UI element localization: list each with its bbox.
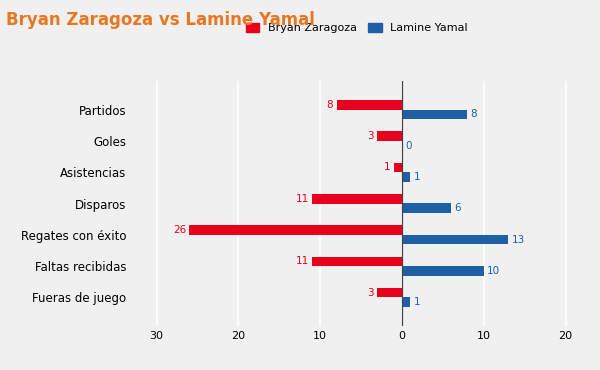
Bar — [402, 204, 451, 213]
Text: 11: 11 — [295, 256, 309, 266]
Text: 11: 11 — [295, 194, 309, 204]
Text: 0: 0 — [405, 141, 412, 151]
Text: Bryan Zaragoza vs Lamine Yamal: Bryan Zaragoza vs Lamine Yamal — [6, 11, 315, 29]
Text: 10: 10 — [487, 266, 500, 276]
Text: 6: 6 — [454, 203, 461, 213]
Bar — [189, 225, 402, 235]
Text: 26: 26 — [173, 225, 186, 235]
Bar — [312, 194, 402, 204]
Text: 1: 1 — [413, 172, 420, 182]
Bar — [402, 235, 508, 244]
Text: 1: 1 — [413, 297, 420, 307]
Text: 3: 3 — [368, 131, 374, 141]
Bar — [394, 163, 402, 172]
Text: 13: 13 — [512, 235, 525, 245]
Bar — [377, 131, 402, 141]
Text: 3: 3 — [368, 288, 374, 298]
Text: 8: 8 — [326, 100, 333, 110]
Bar — [402, 266, 484, 276]
Bar — [402, 172, 410, 182]
Legend: Bryan Zaragoza, Lamine Yamal: Bryan Zaragoza, Lamine Yamal — [241, 18, 473, 38]
Bar — [377, 288, 402, 297]
Bar — [402, 110, 467, 119]
Bar — [312, 257, 402, 266]
Text: 8: 8 — [471, 109, 478, 119]
Text: 1: 1 — [384, 162, 391, 172]
Bar — [337, 100, 402, 110]
Bar — [402, 297, 410, 307]
